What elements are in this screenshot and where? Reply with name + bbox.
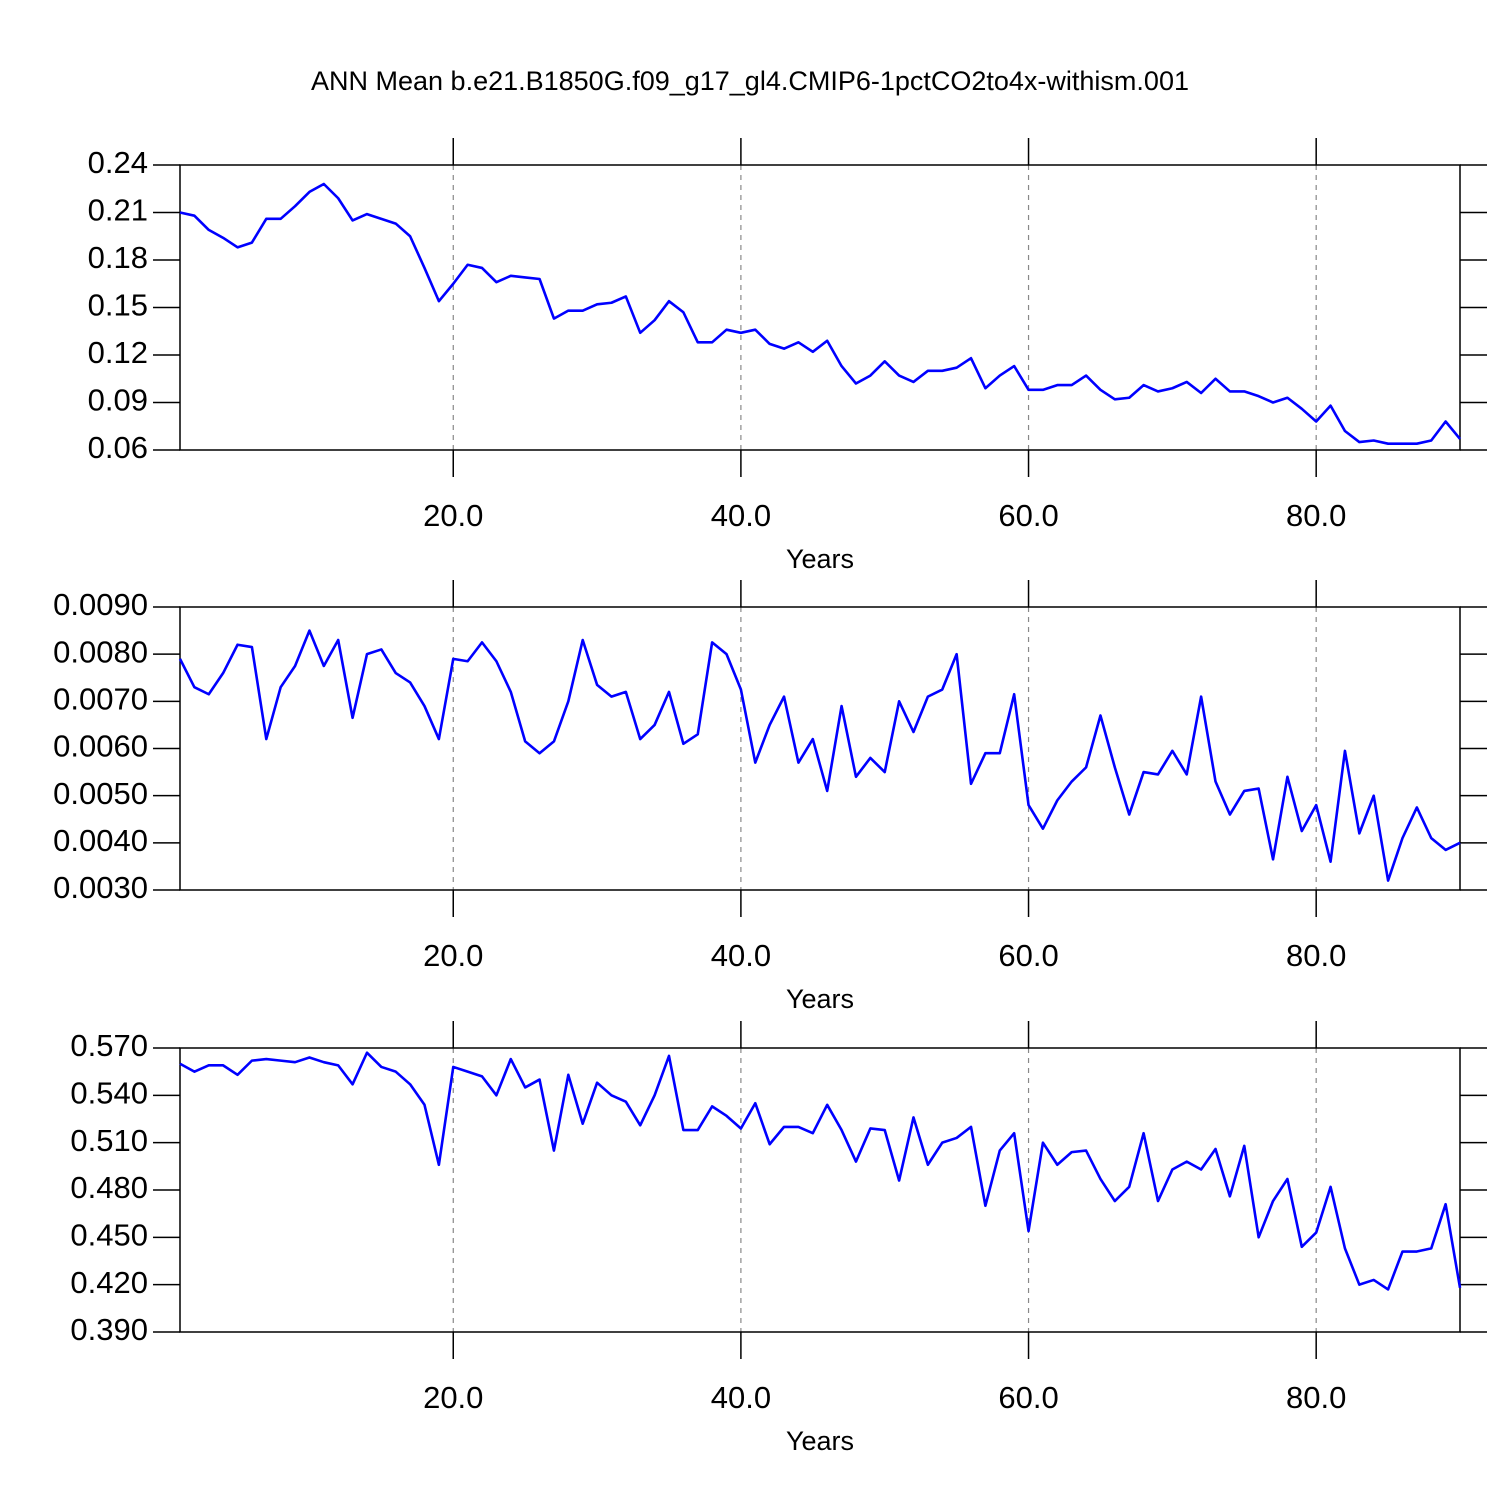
- plot-frame: [179, 164, 1461, 451]
- y-tick-label: 0.540: [70, 1076, 148, 1111]
- x-tick-label: 20.0: [423, 498, 483, 533]
- x-tick-label: 60.0: [998, 498, 1058, 533]
- panel: 20.0 40.0 60.0 80.0 0.390 0.420 0.450 0.480 0.51…: [70, 1021, 1487, 1456]
- panel: 20.0 40.0 60.0 80.0 0.06 0.09 0.12 0.15 0.18 0.21…: [88, 138, 1487, 574]
- x-axis-label: Years: [786, 1426, 854, 1456]
- y-tick-label: 0.0030: [53, 870, 148, 905]
- data-line: [179, 1051, 1462, 1291]
- y-tick-label: 0.420: [70, 1265, 148, 1300]
- x-tick-label: 60.0: [998, 1380, 1058, 1415]
- y-tick-label: 0.450: [70, 1218, 148, 1253]
- x-tick-label: 60.0: [998, 938, 1058, 973]
- x-tick-label: 20.0: [423, 1380, 483, 1415]
- y-tick-label: 0.06: [88, 430, 148, 465]
- figure-title: ANN Mean b.e21.B1850G.f09_g17_gl4.CMIP6-…: [311, 66, 1189, 96]
- y-tick-label: 0.0080: [53, 634, 148, 669]
- y-tick-label: 0.12: [88, 335, 148, 370]
- x-axis-label: Years: [786, 984, 854, 1014]
- plot-frame: [179, 606, 1461, 891]
- y-tick-label: 0.510: [70, 1123, 148, 1158]
- panel: 20.0 40.0 60.0 80.0 0.0030 0.0040 0.0050 0.0060…: [53, 580, 1487, 1014]
- y-tick-label: 0.390: [70, 1312, 148, 1347]
- y-tick-label: 0.24: [88, 145, 148, 180]
- y-tick-label: 0.21: [88, 193, 148, 228]
- y-tick-label: 0.09: [88, 383, 148, 418]
- data-line: [179, 182, 1462, 445]
- y-tick-label: 0.0050: [53, 776, 148, 811]
- y-tick-label: 0.0070: [53, 682, 148, 717]
- y-tick-label: 0.18: [88, 240, 148, 275]
- plot-frame: [179, 1047, 1461, 1333]
- y-tick-label: 0.0040: [53, 823, 148, 858]
- y-tick-label: 0.570: [70, 1028, 148, 1063]
- y-tick-label: 0.0060: [53, 729, 148, 764]
- y-tick-label: 0.0090: [53, 587, 148, 622]
- x-tick-label: 80.0: [1286, 1380, 1346, 1415]
- data-line: [178, 629, 1461, 882]
- x-tick-label: 80.0: [1286, 938, 1346, 973]
- x-tick-label: 20.0: [423, 938, 483, 973]
- x-tick-label: 40.0: [711, 498, 771, 533]
- y-tick-label: 0.15: [88, 288, 148, 323]
- y-tick-label: 0.480: [70, 1170, 148, 1205]
- x-tick-label: 80.0: [1286, 498, 1346, 533]
- x-tick-label: 40.0: [711, 938, 771, 973]
- x-axis-label: Years: [786, 544, 854, 574]
- x-tick-label: 40.0: [711, 1380, 771, 1415]
